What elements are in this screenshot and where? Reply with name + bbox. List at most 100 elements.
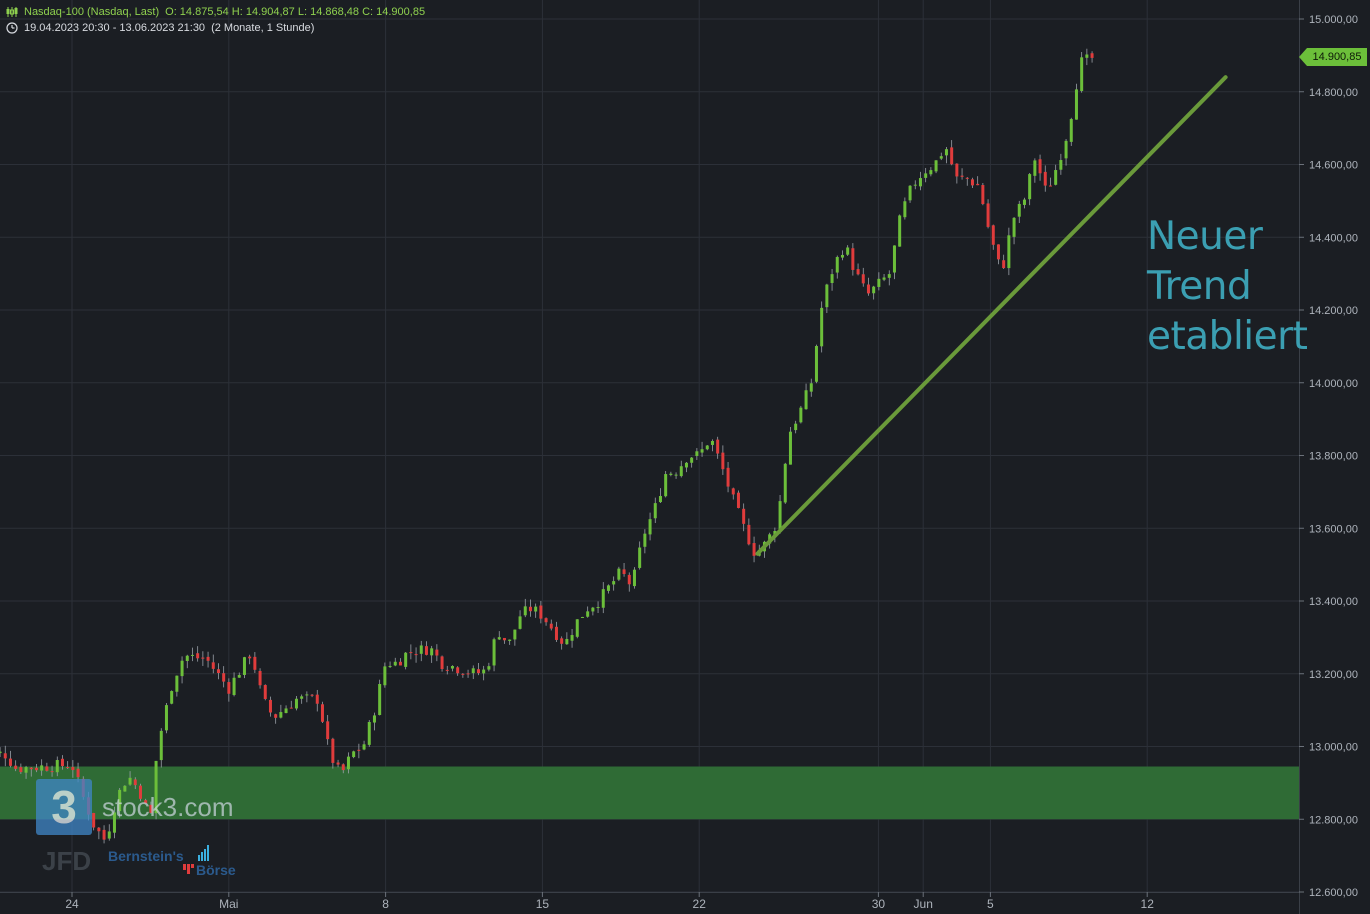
price-tick-label: 14.400,00 xyxy=(1309,232,1358,244)
candle-body xyxy=(861,274,865,284)
candle xyxy=(534,603,538,618)
candle-body xyxy=(726,467,730,487)
candle xyxy=(232,672,236,697)
candle-body xyxy=(471,668,475,674)
candle xyxy=(851,243,855,276)
candle xyxy=(378,679,382,716)
candle xyxy=(742,503,746,532)
candle xyxy=(118,788,122,818)
candle-body xyxy=(950,147,954,165)
candle xyxy=(3,745,7,767)
candle xyxy=(674,472,678,479)
candle-body xyxy=(487,666,491,670)
candle xyxy=(201,651,205,666)
price-axis[interactable]: 12.600,00 12.800,00 13.000,00 13.200,00 13.4… xyxy=(1299,0,1370,914)
candle-body xyxy=(274,714,278,718)
candle-body xyxy=(653,503,657,519)
candle xyxy=(170,690,174,705)
candle xyxy=(112,806,116,839)
candle-body xyxy=(211,662,215,669)
candle xyxy=(123,785,127,792)
candle xyxy=(482,665,486,681)
candle xyxy=(227,678,231,702)
candle xyxy=(856,263,860,276)
candle-body xyxy=(747,524,751,545)
candle xyxy=(716,436,720,459)
candle-body xyxy=(570,635,574,641)
candle-body xyxy=(367,722,371,745)
candle xyxy=(695,448,699,460)
candle-body xyxy=(528,606,532,612)
candle xyxy=(934,160,938,174)
candle-body xyxy=(424,646,428,655)
candle xyxy=(752,536,756,563)
candle xyxy=(554,621,558,642)
last-price-badge: 14.900,85 xyxy=(1299,48,1367,66)
candle xyxy=(638,541,642,570)
candle-body xyxy=(929,170,933,175)
candle xyxy=(970,177,974,189)
candle xyxy=(1017,200,1021,223)
candle-body xyxy=(159,730,163,761)
trend-line[interactable] xyxy=(755,75,1228,556)
candle-body xyxy=(253,656,257,670)
candle xyxy=(684,462,688,473)
candle-body xyxy=(508,639,512,641)
candle xyxy=(887,270,891,286)
candle-body xyxy=(882,277,886,280)
candle xyxy=(944,146,948,164)
candle xyxy=(580,616,584,618)
candle xyxy=(50,765,54,777)
candle-body xyxy=(939,156,943,159)
candle-body xyxy=(180,660,184,677)
candle xyxy=(622,562,626,577)
candle-body xyxy=(918,178,922,187)
price-tick-label: 13.400,00 xyxy=(1309,596,1358,608)
candle xyxy=(393,657,397,667)
candle xyxy=(60,755,64,770)
candle xyxy=(1085,48,1089,66)
candle-body xyxy=(830,274,834,284)
candle xyxy=(736,490,740,509)
candle-body xyxy=(1074,89,1078,120)
candle-body xyxy=(435,649,439,656)
time-axis[interactable]: 24 Mai 8 15 22 30 Jun 5 12 xyxy=(0,892,1299,914)
candle xyxy=(814,344,818,384)
candle xyxy=(1002,254,1006,269)
candle xyxy=(289,700,293,709)
candle xyxy=(830,269,834,291)
candle xyxy=(497,631,501,640)
candle xyxy=(721,445,725,475)
candle-body xyxy=(809,383,813,392)
date-range: 19.04.2023 20:30 - 13.06.2023 21:30 xyxy=(24,22,206,34)
candle-body xyxy=(196,653,200,659)
candle-body xyxy=(1054,170,1058,185)
candle-body xyxy=(92,812,96,828)
candle-body xyxy=(549,623,553,629)
candle-body xyxy=(430,648,434,656)
candle xyxy=(898,214,902,247)
candle xyxy=(222,666,226,688)
candle-body xyxy=(632,569,636,587)
candle xyxy=(352,750,356,759)
candle-body xyxy=(1033,160,1037,176)
candle-body xyxy=(627,574,631,585)
candle-body xyxy=(851,248,855,270)
candle-body xyxy=(232,677,236,695)
time-tick-label: 5 xyxy=(987,897,994,911)
candle-body xyxy=(476,669,480,674)
candle-body xyxy=(216,669,220,673)
candle-body xyxy=(268,699,272,713)
candle-body xyxy=(294,698,298,709)
candle-body xyxy=(248,656,252,659)
price-tick-label: 13.000,00 xyxy=(1309,742,1358,754)
candle xyxy=(820,301,824,353)
candle xyxy=(508,639,512,645)
price-axis-bg xyxy=(1299,0,1370,914)
candle-body xyxy=(482,669,486,674)
candle xyxy=(544,617,548,626)
candle-body xyxy=(456,667,460,674)
candle-body xyxy=(658,496,662,503)
candle xyxy=(242,656,246,679)
